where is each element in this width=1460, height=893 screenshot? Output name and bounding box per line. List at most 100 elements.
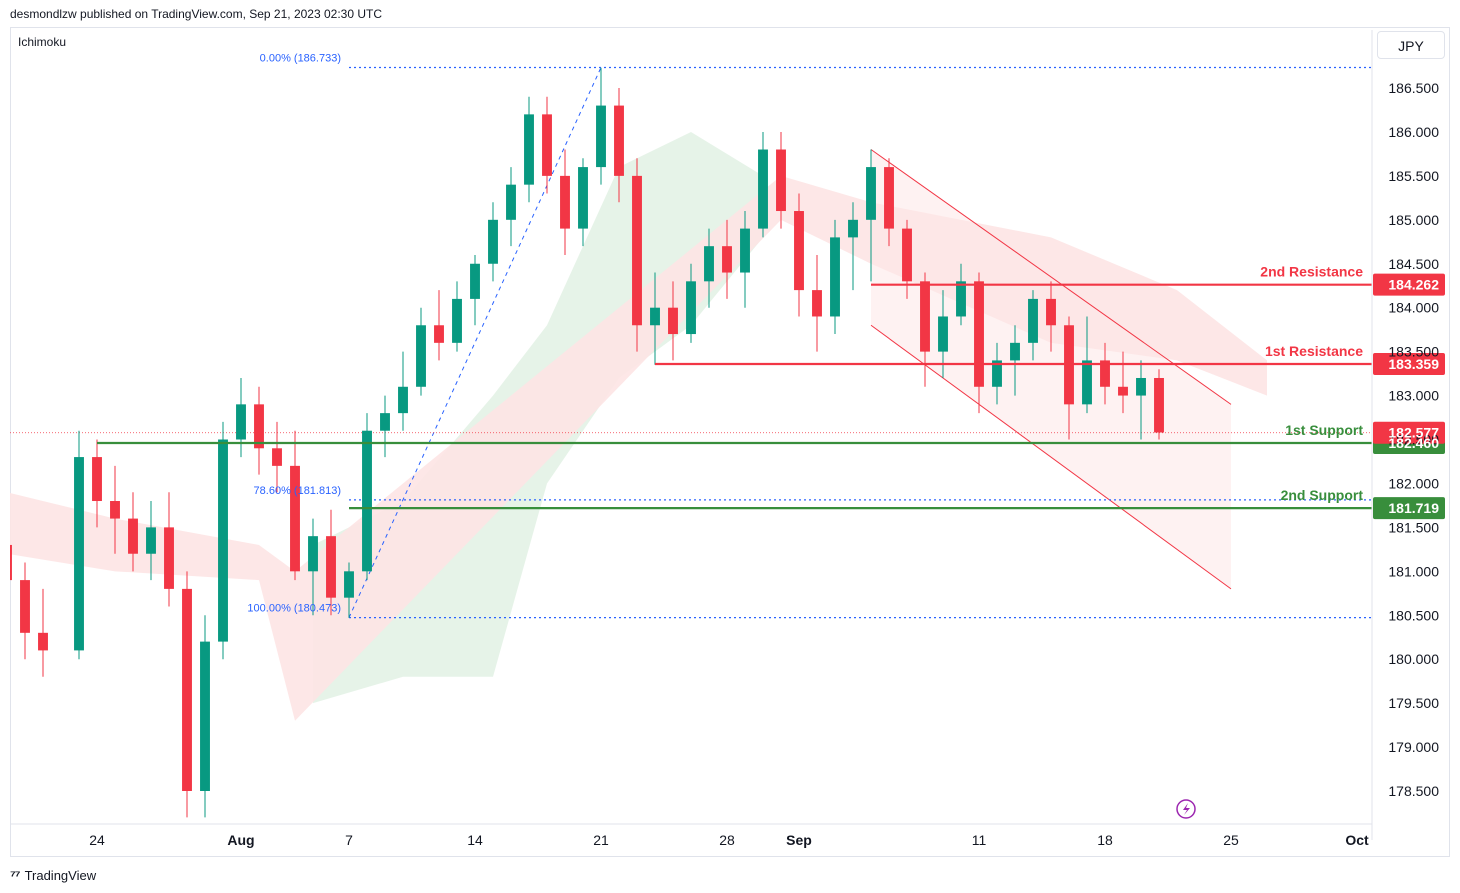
footer-brand: TradingView bbox=[24, 867, 97, 883]
candle-body bbox=[524, 114, 534, 185]
candle bbox=[1046, 281, 1056, 352]
candle bbox=[1100, 342, 1110, 405]
candle bbox=[1154, 369, 1164, 440]
candle bbox=[236, 377, 246, 458]
candle bbox=[182, 571, 192, 818]
attribution-text: desmondlzw published on TradingView.com,… bbox=[10, 7, 383, 21]
candle bbox=[830, 219, 840, 335]
candle-body bbox=[866, 167, 876, 220]
candle bbox=[128, 492, 138, 572]
candle-body bbox=[794, 211, 804, 291]
price-tick-label: 180.500 bbox=[1388, 607, 1439, 623]
candle-body bbox=[704, 246, 714, 282]
candle-body bbox=[506, 184, 516, 220]
candle-body bbox=[434, 325, 444, 343]
last-price-badge-bg bbox=[1373, 421, 1445, 444]
candle-body bbox=[362, 430, 372, 572]
candle-body bbox=[902, 228, 912, 282]
candle bbox=[470, 254, 480, 326]
time-tick-label: 7 bbox=[345, 832, 353, 848]
candle-body bbox=[650, 307, 660, 326]
candle bbox=[290, 430, 300, 581]
candle-body bbox=[146, 527, 156, 554]
candle bbox=[506, 167, 516, 247]
ichimoku-cloud-bearish bbox=[10, 175, 1267, 721]
level-price-badge: 181.719 bbox=[1388, 500, 1439, 516]
time-tick-label: 11 bbox=[972, 832, 987, 848]
candle bbox=[920, 272, 930, 387]
candle-body bbox=[830, 237, 840, 317]
candle-body bbox=[758, 149, 768, 229]
candle-body bbox=[326, 536, 336, 598]
candle bbox=[632, 158, 642, 352]
candle-body bbox=[578, 167, 588, 229]
currency-button[interactable]: JPY bbox=[1377, 31, 1445, 59]
candle-body bbox=[992, 360, 1002, 387]
candle-body bbox=[884, 167, 894, 229]
time-tick-label: 25 bbox=[1223, 832, 1239, 848]
candle-body bbox=[632, 175, 642, 326]
candle bbox=[542, 96, 552, 194]
candle bbox=[1118, 351, 1128, 414]
plot-area bbox=[10, 66, 1372, 818]
level-price-badge: 183.359 bbox=[1388, 356, 1439, 372]
level-price-badge-bg bbox=[1373, 273, 1445, 296]
time-tick-label: 14 bbox=[467, 832, 483, 848]
candle-body bbox=[668, 307, 678, 335]
candle bbox=[884, 158, 894, 247]
fib-level-label: 100.00% (180.473) bbox=[247, 603, 341, 615]
candle bbox=[578, 158, 588, 247]
candle-body bbox=[254, 404, 264, 449]
time-tick-label: 18 bbox=[1097, 832, 1113, 848]
candle bbox=[452, 281, 462, 352]
candle-body bbox=[488, 219, 498, 264]
candle bbox=[668, 281, 678, 361]
candle-body bbox=[164, 527, 174, 589]
candle bbox=[398, 351, 408, 431]
channel-fill bbox=[871, 149, 1231, 589]
candle bbox=[74, 430, 84, 660]
candle-body bbox=[740, 228, 750, 273]
candle-body bbox=[596, 105, 606, 168]
candle bbox=[614, 88, 624, 203]
candle-body bbox=[290, 465, 300, 572]
price-tick-label: 182.000 bbox=[1388, 475, 1439, 491]
price-tick-label: 185.000 bbox=[1388, 212, 1439, 228]
candle bbox=[740, 211, 750, 308]
candle bbox=[434, 290, 444, 361]
candle-body bbox=[128, 518, 138, 554]
candle-body bbox=[272, 448, 282, 466]
price-tick-label: 180.000 bbox=[1388, 651, 1439, 667]
candle bbox=[218, 421, 228, 660]
chart-frame[interactable] bbox=[10, 27, 1450, 857]
level-price-badge-bg bbox=[1373, 497, 1445, 520]
price-tick-label: 183.500 bbox=[1388, 344, 1439, 360]
price-tick-label: 183.000 bbox=[1388, 388, 1439, 404]
time-tick-label: Sep bbox=[786, 832, 812, 848]
level-price-badge: 184.262 bbox=[1388, 277, 1439, 293]
fib-trend-line bbox=[348, 67, 602, 618]
footer: ⁷⁷ TradingView bbox=[10, 867, 96, 883]
indicator-label[interactable]: Ichimoku bbox=[18, 35, 67, 49]
candle-body bbox=[614, 105, 624, 176]
candle bbox=[650, 272, 660, 365]
candle-body bbox=[686, 281, 696, 335]
candle bbox=[794, 193, 804, 317]
candle-body bbox=[938, 316, 948, 352]
time-tick-label: Aug bbox=[227, 832, 254, 848]
price-tick-label: 184.000 bbox=[1388, 300, 1439, 316]
channel-lower-line bbox=[870, 324, 1232, 590]
candle-body bbox=[974, 281, 984, 387]
candle bbox=[10, 544, 12, 581]
candle-body bbox=[380, 413, 390, 431]
candle-body bbox=[470, 263, 480, 299]
last-price-badge: 182.577 bbox=[1388, 425, 1439, 441]
candle bbox=[686, 263, 696, 343]
candle-body bbox=[920, 281, 930, 352]
candle bbox=[776, 131, 786, 229]
channel-upper-line bbox=[870, 149, 1232, 405]
candle bbox=[308, 518, 318, 616]
candle bbox=[254, 386, 264, 475]
candle bbox=[1136, 360, 1146, 440]
